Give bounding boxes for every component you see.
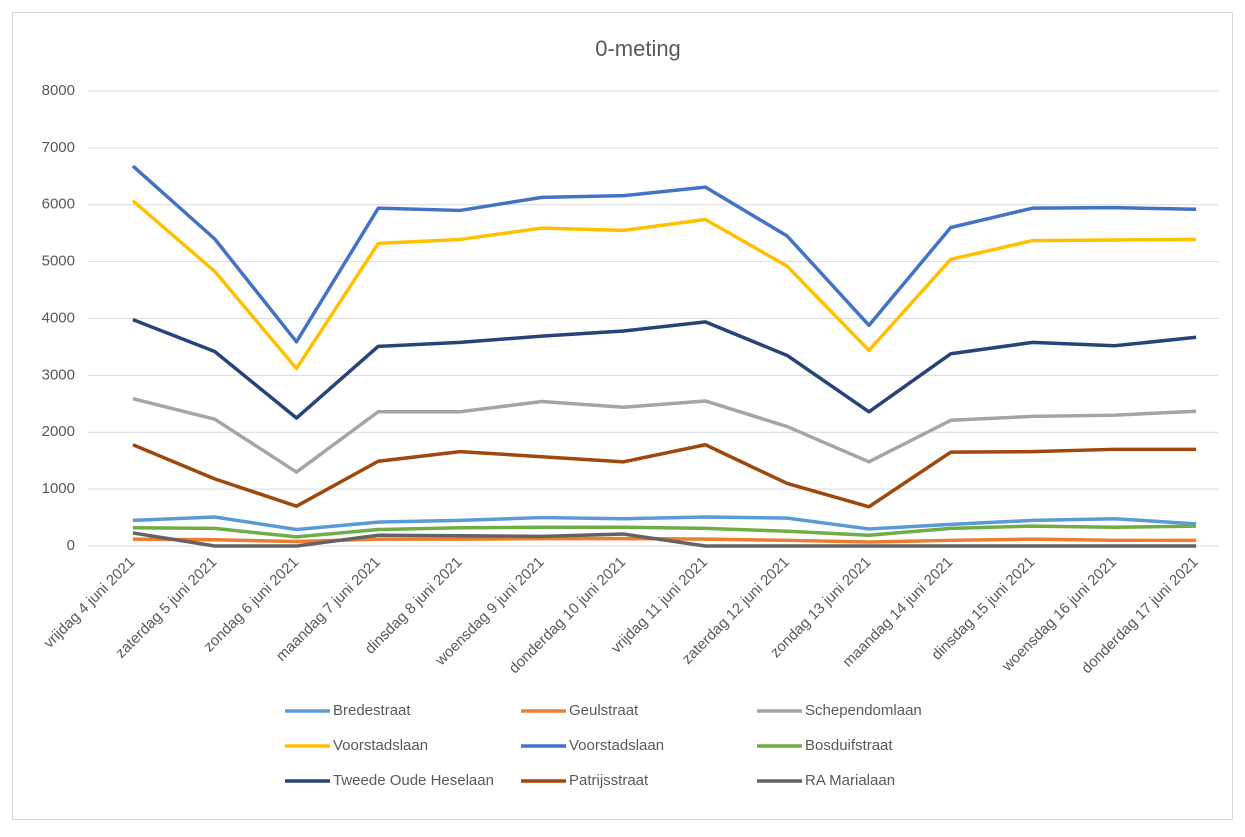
y-tick-label: 7000: [42, 139, 75, 156]
y-tick-label: 1000: [42, 480, 75, 497]
series-line: [132, 443, 1197, 509]
y-tick-label: 6000: [42, 196, 75, 213]
legend-label: Patrijsstraat: [569, 772, 649, 789]
legend-label: RA Marialaan: [805, 772, 895, 789]
series-line: [132, 531, 1197, 548]
legend-label: Tweede Oude Heselaan: [333, 772, 494, 789]
series-line: [131, 199, 1197, 371]
y-tick-label: 5000: [42, 253, 75, 270]
y-tick-label: 4000: [42, 309, 75, 326]
legend-label: Geulstraat: [569, 702, 639, 719]
legend-label: Bosduifstraat: [805, 737, 893, 754]
y-tick-label: 2000: [42, 423, 75, 440]
series-line: [132, 524, 1197, 539]
legend-label: Bredestraat: [333, 702, 411, 719]
legend-label: Voorstadslaan: [333, 737, 428, 754]
series-line: [132, 318, 1197, 420]
series-line: [131, 164, 1197, 344]
legend-label: Voorstadslaan: [569, 737, 664, 754]
series-line: [132, 396, 1197, 474]
series-line: [132, 515, 1197, 532]
y-tick-label: 8000: [42, 82, 75, 99]
y-tick-label: 0: [67, 537, 75, 554]
legend-label: Schependomlaan: [805, 702, 922, 719]
y-tick-label: 3000: [42, 366, 75, 383]
chart-title: 0-meting: [595, 36, 681, 61]
